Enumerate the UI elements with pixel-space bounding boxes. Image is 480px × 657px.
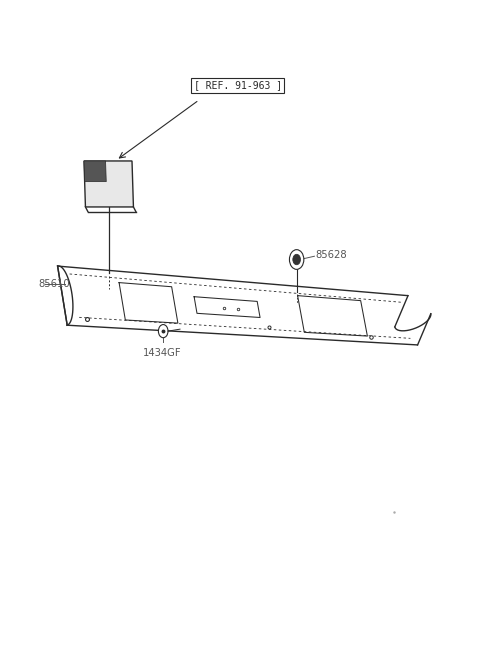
Polygon shape: [84, 161, 133, 207]
Text: 85628: 85628: [316, 250, 348, 260]
Polygon shape: [84, 161, 106, 181]
Circle shape: [158, 325, 168, 338]
Circle shape: [293, 254, 300, 265]
Text: 85610: 85610: [38, 279, 70, 289]
Text: 1434GF: 1434GF: [143, 348, 181, 358]
Text: [ REF. 91-963 ]: [ REF. 91-963 ]: [193, 80, 282, 91]
Circle shape: [289, 250, 304, 269]
